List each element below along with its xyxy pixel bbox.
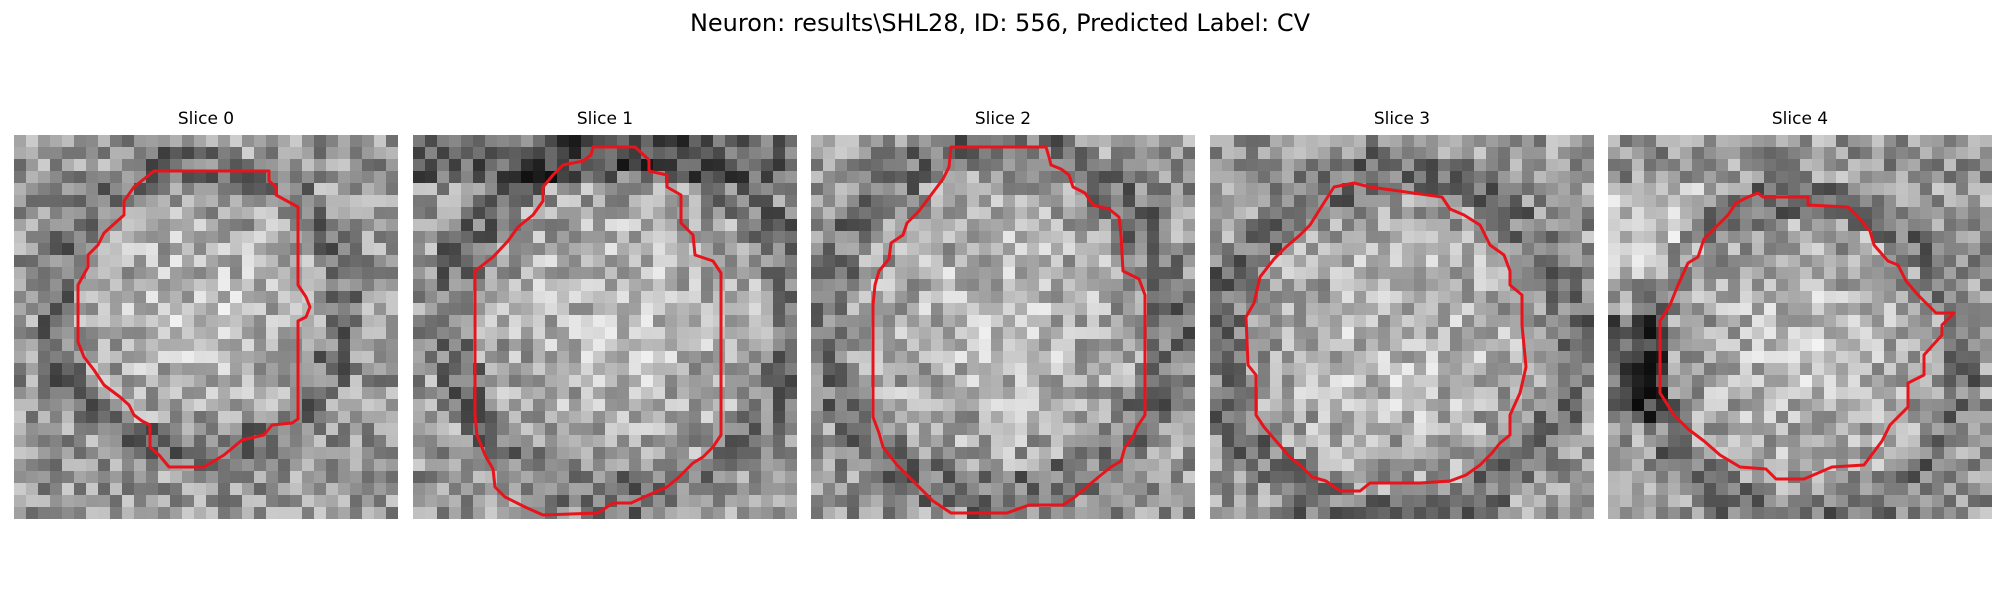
slice-pixels-0 (14, 135, 398, 519)
slice-title-3: Slice 3 (1373, 109, 1431, 129)
slice-panel-2: Slice 2 (811, 108, 1195, 519)
slice-panel-1: Slice 1 (413, 108, 797, 519)
slice-pixels-3 (1210, 135, 1594, 519)
figure-title: Neuron: results\SHL28, ID: 556, Predicte… (689, 9, 1311, 37)
slice-title-1: Slice 1 (576, 109, 634, 129)
slice-pixels-2 (811, 135, 1195, 519)
neuron-contour-4 (1658, 191, 1956, 481)
neuron-contour-1 (473, 145, 723, 517)
slice-panel-4: Slice 4 (1608, 108, 1992, 519)
slice-title-4: Slice 4 (1771, 109, 1829, 129)
slice-image-0 (14, 135, 398, 519)
slice-image-3 (1210, 135, 1594, 519)
slice-pixels-4 (1608, 135, 1992, 519)
slice-panel-0: Slice 0 (14, 108, 398, 519)
slice-pixels-1 (413, 135, 797, 519)
neuron-contour-2 (871, 145, 1147, 515)
slice-image-4 (1608, 135, 1992, 519)
neuron-contour-0 (76, 169, 312, 469)
slice-panel-3: Slice 3 (1210, 108, 1594, 519)
neuron-contour-3 (1244, 181, 1528, 493)
slice-image-2 (811, 135, 1195, 519)
slice-title-2: Slice 2 (974, 109, 1032, 129)
slice-title-0: Slice 0 (177, 109, 235, 129)
slice-image-1 (413, 135, 797, 519)
